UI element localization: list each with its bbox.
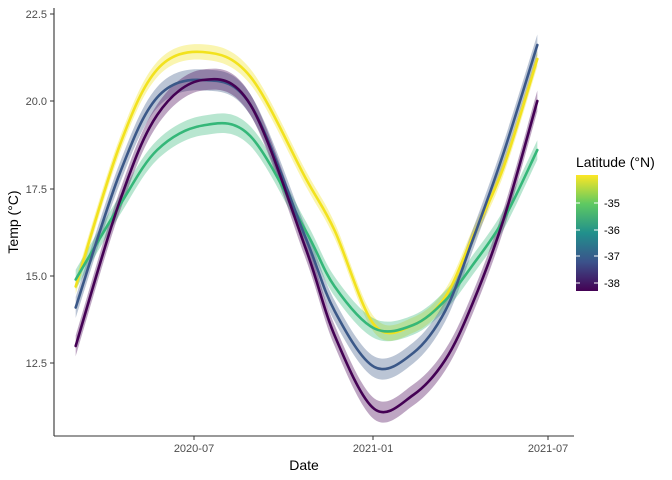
axes: 12.5 15.0 17.5 20.0 22.5 2020-07 2021-01…	[5, 8, 574, 473]
x-tick-label: 2021-07	[528, 443, 568, 455]
series-layer	[74, 34, 539, 423]
confidence-band-1	[75, 113, 538, 342]
confidence-band-3	[75, 68, 538, 423]
series-line-2	[74, 43, 539, 371]
x-tick-label: 2020-07	[174, 443, 214, 455]
legend-colorbar	[576, 175, 598, 291]
y-tick-label: 17.5	[26, 184, 47, 196]
y-tick-label: 12.5	[26, 358, 47, 370]
legend-label: -38	[604, 278, 620, 290]
legend: Latitude (°N) -35 -36 -37 -38	[576, 154, 655, 291]
legend-label: -35	[604, 198, 620, 210]
series-line-1	[74, 121, 539, 333]
y-axis-title: Temp (°C)	[5, 190, 21, 253]
legend-label: -37	[604, 251, 620, 263]
legend-label: -36	[604, 225, 620, 237]
y-tick-label: 20.0	[26, 96, 47, 108]
series-line-3	[74, 77, 539, 414]
x-tick-label: 2021-01	[353, 443, 393, 455]
x-axis-title: Date	[289, 457, 319, 473]
y-tick-label: 22.5	[26, 9, 47, 21]
y-tick-label: 15.0	[26, 271, 47, 283]
legend-title: Latitude (°N)	[576, 154, 655, 170]
